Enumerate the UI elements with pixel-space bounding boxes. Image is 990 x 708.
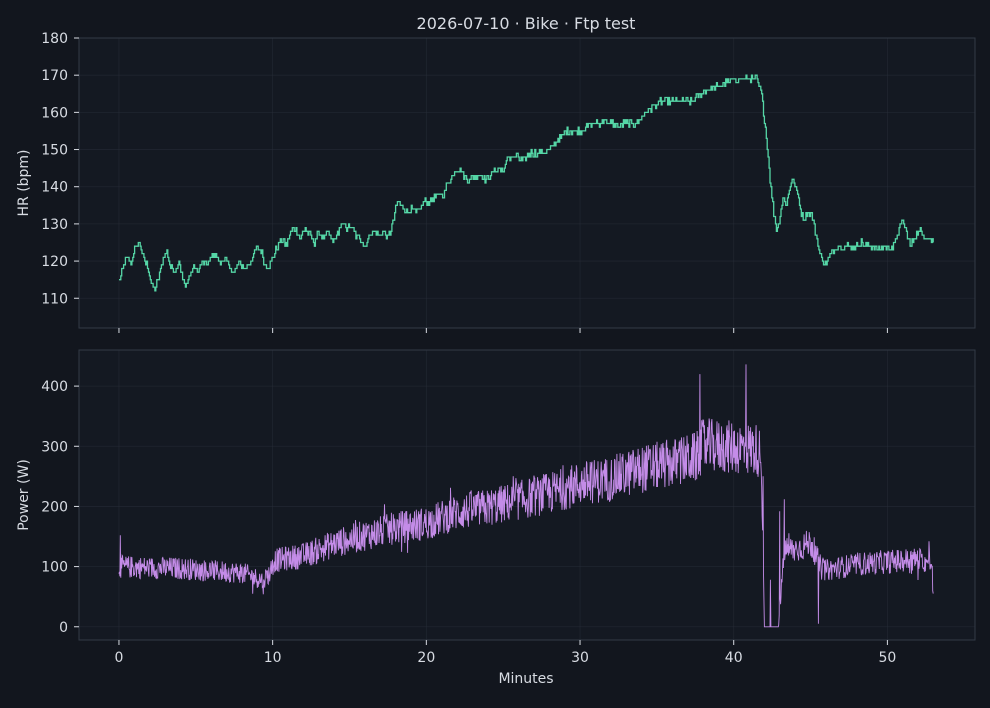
power-plot-background	[79, 350, 975, 640]
hr-plot-background	[79, 38, 975, 328]
power-y-tick-label: 400	[41, 379, 68, 395]
hr-y-ticks: 110 120 130 140 150 160 170 180	[41, 31, 79, 307]
power-y-axis-label: Power (W)	[16, 459, 32, 531]
power-x-tick-label: 30	[571, 650, 589, 666]
power-y-tick-label: 0	[59, 620, 68, 636]
power-x-tick-label: 0	[114, 650, 123, 666]
hr-panel: 110 120 130 140 150 160 170 180 HR (bpm)	[16, 31, 976, 333]
hr-x-ticks	[118, 328, 888, 333]
power-panel: 0 100 200 300 400 0 10 20 30 40 50 Power (W) Minu…	[16, 349, 976, 687]
power-gridlines	[79, 350, 975, 640]
power-x-ticks: 0 10 20 30 40 50	[114, 640, 896, 666]
power-y-ticks: 0 100 200 300 400	[41, 379, 79, 636]
power-x-axis-label: Minutes	[498, 671, 553, 687]
power-y-tick-label: 200	[41, 499, 68, 515]
power-series-line	[118, 364, 934, 628]
hr-y-tick-label: 110	[41, 291, 68, 307]
hr-plot-frame	[78, 37, 976, 329]
hr-y-tick-label: 180	[41, 31, 68, 47]
hr-y-tick-label: 140	[41, 180, 68, 196]
power-plot-frame	[78, 349, 976, 641]
power-x-tick-label: 10	[264, 650, 282, 666]
hr-series-line	[119, 74, 934, 292]
hr-y-tick-label: 150	[41, 143, 68, 159]
hr-y-tick-label: 160	[41, 105, 68, 121]
power-x-tick-label: 20	[417, 650, 435, 666]
power-x-tick-label: 50	[878, 650, 896, 666]
hr-gridlines	[79, 37, 975, 328]
hr-y-tick-label: 130	[41, 217, 68, 233]
power-x-tick-label: 40	[725, 650, 743, 666]
power-y-tick-label: 100	[41, 560, 68, 576]
hr-y-axis-label: HR (bpm)	[16, 149, 32, 216]
hr-y-tick-label: 170	[41, 68, 68, 84]
chart-title: 2026-07-10 · Bike · Ftp test	[417, 14, 636, 33]
power-y-tick-label: 300	[41, 439, 68, 455]
hr-y-tick-label: 120	[41, 254, 68, 270]
